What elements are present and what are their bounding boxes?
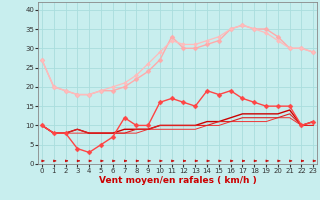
X-axis label: Vent moyen/en rafales ( km/h ): Vent moyen/en rafales ( km/h ): [99, 176, 256, 185]
